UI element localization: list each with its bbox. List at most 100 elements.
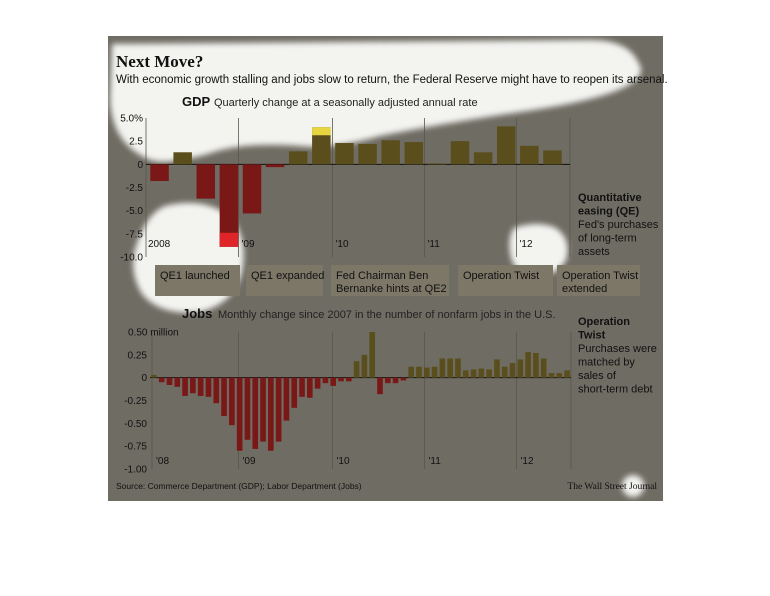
twist-definition-text: Purchases were matched by sales of short-te… <box>578 343 657 396</box>
jobs-y-axis: 0.50 million 0.25 0 -0.25 -0.50 -0.75 -1.00 <box>124 328 178 476</box>
gdp-y-tick-label: -10.0 <box>120 253 143 264</box>
gdp-bar <box>288 151 308 165</box>
jobs-bar <box>416 366 422 378</box>
jobs-bar <box>462 370 469 378</box>
gdp-bar-highlight <box>312 127 331 136</box>
jobs-bar <box>369 332 376 378</box>
jobs-bar <box>486 369 492 378</box>
jobs-bar <box>361 354 368 378</box>
jobs-bar <box>525 352 531 378</box>
twist-definition-title: Operation Twist <box>578 316 630 342</box>
event-boxes: QE1 launched QE1 expanded Fed Chairman Ben… <box>155 265 640 296</box>
jobs-bar <box>478 368 485 378</box>
gdp-panel: GDP Quarterly change at a seasonally adj… <box>120 94 571 264</box>
jobs-bar <box>540 358 547 378</box>
jobs-bar <box>431 366 438 378</box>
gdp-bar <box>219 164 239 247</box>
jobs-y-tick-label: -0.25 <box>124 396 147 407</box>
jobs-bar <box>291 377 298 408</box>
jobs-bar <box>447 358 453 378</box>
gdp-y-tick-label: -7.5 <box>126 229 144 240</box>
gdp-bar <box>543 150 562 165</box>
jobs-gridlines <box>150 332 572 469</box>
jobs-bar <box>229 377 235 426</box>
jobs-bar <box>548 373 555 378</box>
gdp-bar <box>496 126 516 165</box>
jobs-bar <box>439 358 446 378</box>
credit-halo <box>622 475 644 497</box>
jobs-y-tick-label: -0.75 <box>124 442 147 453</box>
jobs-x-axis: '08 '09 '10 '11 '12 <box>156 456 534 467</box>
event-box: QE1 launched <box>155 265 240 296</box>
gdp-bar <box>450 141 470 165</box>
jobs-bar <box>494 359 500 378</box>
event-label: Fed Chairman Ben Bernanke hints at QE2 <box>336 270 447 295</box>
gdp-y-tick-label: 2.5 <box>129 137 143 148</box>
gdp-title: GDP <box>182 94 211 109</box>
event-box-background <box>246 265 323 296</box>
jobs-bar <box>322 377 329 384</box>
jobs-title: Jobs <box>182 306 212 321</box>
gdp-bar <box>473 152 493 165</box>
event-box-background <box>331 265 449 296</box>
jobs-bar <box>158 377 165 383</box>
gdp-y-axis: 5.0% 2.5 0 -2.5 -5.0 -7.5 -10.0 <box>120 114 143 264</box>
jobs-bar <box>236 377 243 451</box>
gdp-x-tick-label: 2008 <box>148 239 171 250</box>
gdp-bar <box>150 164 169 182</box>
jobs-bar <box>330 377 337 386</box>
gdp-bar <box>381 140 400 165</box>
jobs-x-tick-label: '11 <box>429 456 442 467</box>
jobs-bar <box>190 377 196 394</box>
jobs-bar <box>244 377 251 440</box>
jobs-bar <box>509 363 516 378</box>
jobs-bar <box>205 377 212 397</box>
gdp-bar-highlight <box>219 232 239 247</box>
jobs-bar <box>384 377 391 384</box>
gdp-y-tick-label: 0 <box>137 160 143 171</box>
jobs-bar <box>166 377 173 385</box>
event-label: Operation Twist extended <box>562 270 638 295</box>
event-box: Fed Chairman Ben Bernanke hints at QE2 <box>331 265 449 296</box>
gdp-bar <box>427 163 447 165</box>
gdp-bar <box>265 164 285 168</box>
gdp-bar <box>335 143 354 165</box>
jobs-bar <box>221 377 227 417</box>
jobs-bar <box>400 377 407 381</box>
gdp-y-tick-label: -5.0 <box>126 206 144 217</box>
jobs-bar <box>423 367 430 378</box>
chart-title: Next Move? <box>116 52 203 71</box>
jobs-bar <box>455 358 461 378</box>
event-box: Operation Twist extended <box>557 265 640 296</box>
jobs-x-tick-label: '09 <box>243 456 256 467</box>
gdp-y-tick-label: -2.5 <box>126 183 144 194</box>
jobs-x-tick-label: '10 <box>337 456 350 467</box>
jobs-bar <box>197 377 204 396</box>
wsj-credit: The Wall Street Journal <box>567 482 657 492</box>
jobs-bar <box>377 377 383 395</box>
jobs-bar <box>213 377 220 404</box>
jobs-bar <box>556 373 563 378</box>
title-halo <box>110 40 641 162</box>
jobs-bar <box>533 353 539 378</box>
gdp-x-tick-label: '12 <box>520 239 533 250</box>
jobs-y-tick-label: 0.50 million <box>128 328 179 339</box>
gdp-bar <box>358 143 377 165</box>
tick-halo <box>509 224 568 277</box>
jobs-bar <box>501 366 508 378</box>
gdp-bar <box>173 152 192 165</box>
jobs-x-tick-label: '08 <box>156 456 169 467</box>
jobs-y-tick-label: -1.00 <box>124 465 147 476</box>
jobs-bar <box>182 377 188 396</box>
gdp-bar <box>404 142 424 165</box>
gdp-bar <box>312 127 331 165</box>
jobs-bar <box>299 377 305 397</box>
jobs-bar <box>470 369 477 378</box>
jobs-bar <box>345 377 352 382</box>
event-label: Operation Twist <box>463 270 539 282</box>
jobs-bar <box>392 377 399 384</box>
gdp-bar <box>242 164 262 214</box>
jobs-bar <box>307 377 313 398</box>
source-note: Source: Commerce Department (GDP); Labor… <box>116 481 362 491</box>
